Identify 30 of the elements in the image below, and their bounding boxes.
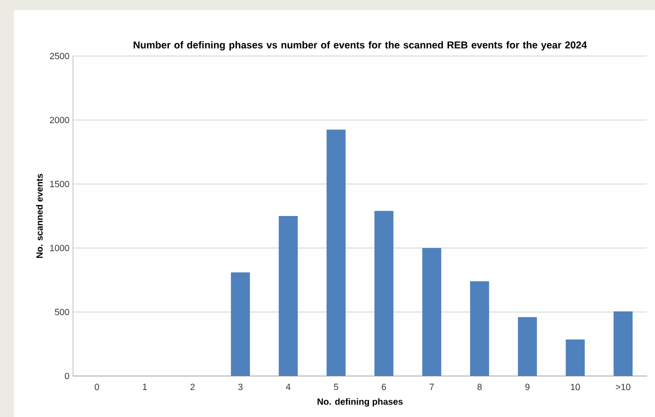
x-tick-label: 9	[525, 384, 530, 390]
bar	[518, 317, 537, 376]
bar	[614, 311, 633, 376]
x-axis-title: No. defining phases	[318, 398, 403, 407]
x-tick-label: 1	[142, 384, 147, 390]
x-tick-label: 4	[286, 384, 290, 390]
x-tick-label: 8	[477, 384, 482, 390]
y-tick-label: 0	[64, 372, 70, 380]
y-tick-label: 2000	[50, 116, 70, 124]
x-tick-label: 3	[238, 384, 243, 390]
x-tick-label: 10	[570, 384, 580, 390]
bar	[278, 216, 298, 376]
bar	[470, 281, 490, 376]
x-tick-label: 2	[190, 384, 195, 390]
y-axis-title: No. scanned events	[36, 174, 43, 258]
x-tick-label: 5	[334, 384, 338, 390]
y-tick-label: 1500	[50, 180, 70, 188]
x-tick-label: 7	[430, 384, 434, 390]
x-tick-label: 6	[382, 384, 386, 390]
y-tick-label: 2500	[50, 52, 70, 60]
bar	[230, 272, 250, 376]
y-tick-label: 500	[54, 308, 70, 316]
y-tick-label: 1000	[50, 244, 70, 252]
bar	[374, 210, 394, 376]
bar	[566, 340, 585, 376]
x-tick-label: >10	[616, 384, 630, 390]
bar	[326, 130, 346, 376]
chart-title: Number of defining phases vs number of events for the scanned REB events for the year 2024	[134, 41, 587, 50]
x-tick-label: 0	[94, 384, 100, 390]
bar	[422, 248, 442, 376]
